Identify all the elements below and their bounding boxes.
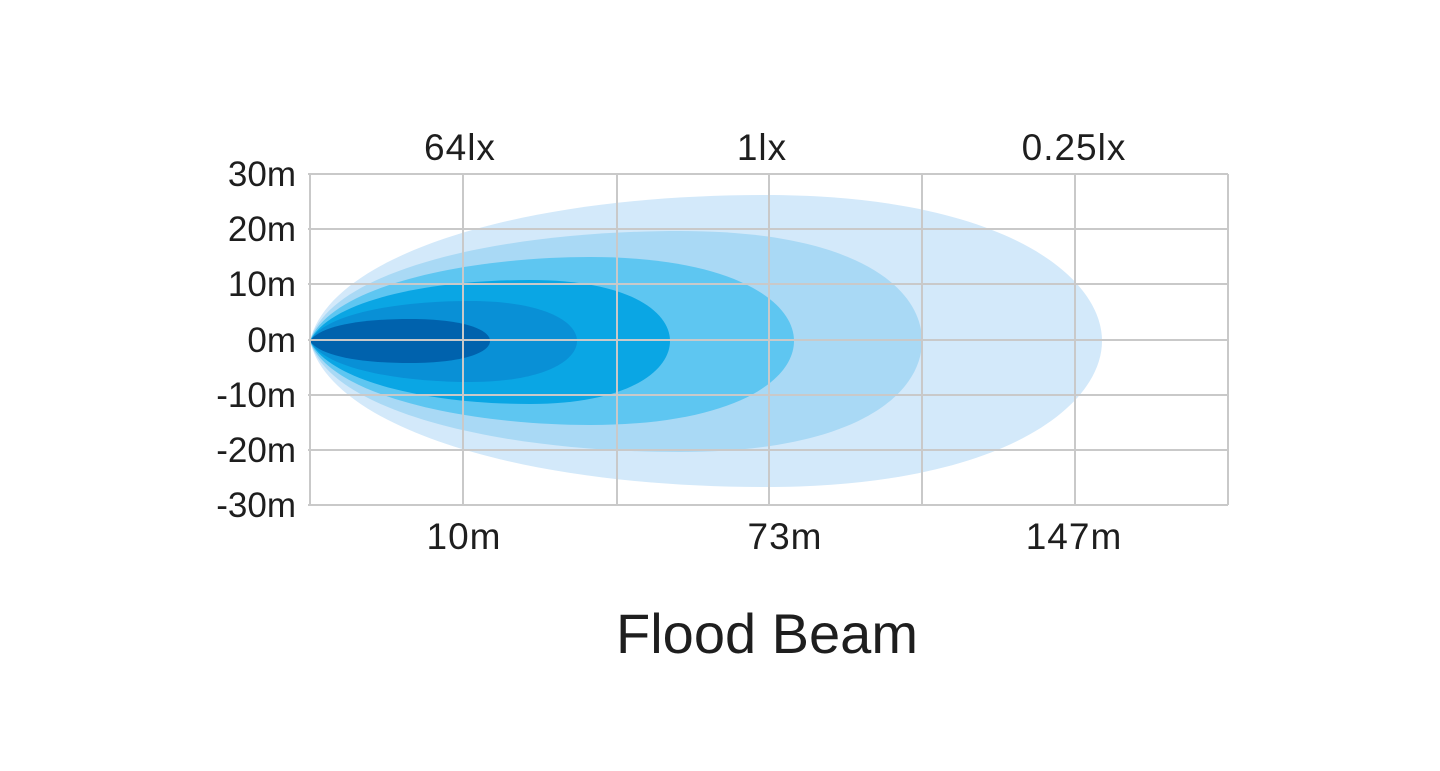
y-axis-label: -20m [216, 431, 296, 470]
y-axis-label: 20m [228, 210, 296, 249]
distance-label: 147m [1026, 516, 1123, 557]
y-axis-label: 30m [228, 155, 296, 194]
illuminance-label: 64lx [424, 127, 496, 168]
y-axis-label: -10m [216, 376, 296, 415]
y-axis-labels: 30m 20m 10m 0m -10m -20m -30m [216, 155, 296, 525]
distance-label: 10m [427, 516, 502, 557]
y-axis-label: 0m [247, 321, 296, 360]
grid [308, 173, 1229, 506]
distance-label: 73m [748, 516, 823, 557]
illuminance-label: 1lx [737, 127, 787, 168]
y-axis-label: -30m [216, 486, 296, 525]
distance-labels: 10m 73m 147m [427, 516, 1123, 557]
diagram-title: Flood Beam [616, 602, 918, 665]
illuminance-label: 0.25lx [1022, 127, 1127, 168]
illuminance-labels: 64lx 1lx 0.25lx [424, 127, 1127, 168]
y-axis-label: 10m [228, 265, 296, 304]
